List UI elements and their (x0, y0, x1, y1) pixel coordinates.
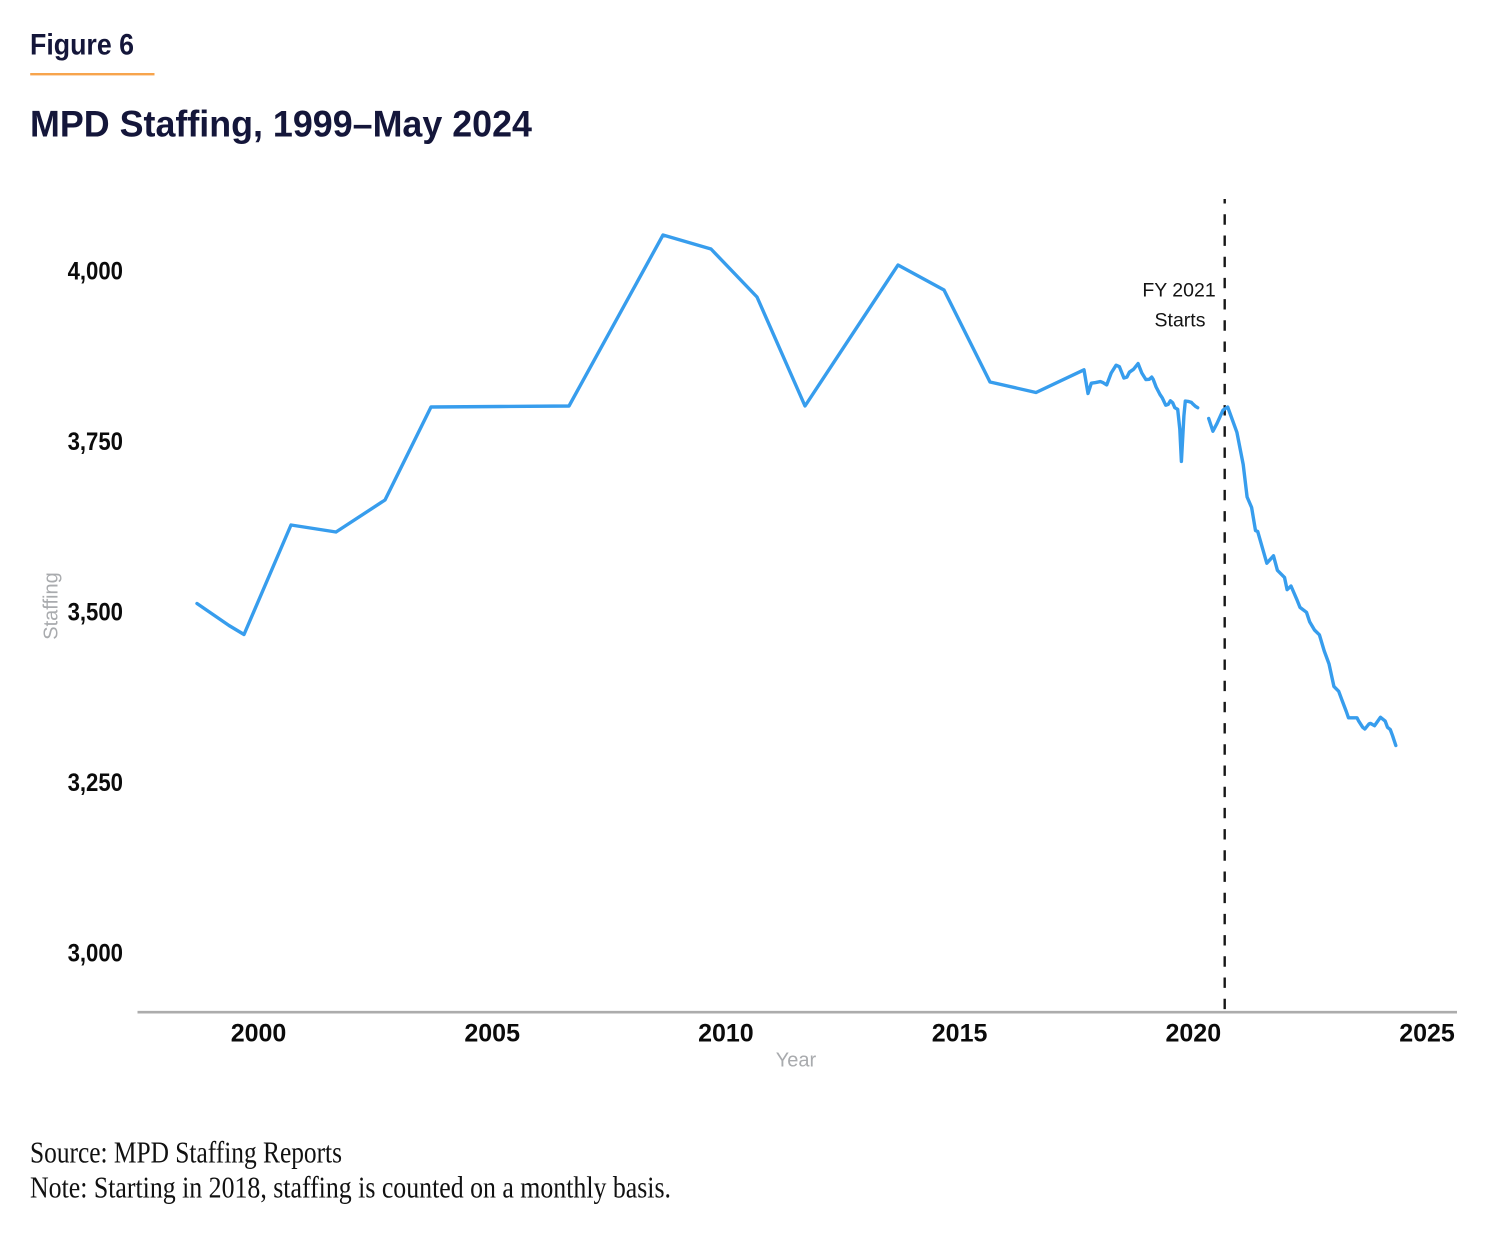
svg-text:2000: 2000 (231, 1020, 287, 1048)
svg-text:2020: 2020 (1165, 1020, 1221, 1048)
svg-text:MPD Staffing, 1999–May 2024: MPD Staffing, 1999–May 2024 (30, 103, 532, 145)
svg-text:FY 2021: FY 2021 (1142, 280, 1215, 302)
svg-text:Figure 6: Figure 6 (30, 28, 134, 61)
svg-text:3,250: 3,250 (68, 769, 123, 797)
svg-text:2010: 2010 (698, 1020, 754, 1048)
svg-text:3,000: 3,000 (68, 940, 123, 968)
svg-text:2005: 2005 (464, 1020, 520, 1048)
svg-text:2025: 2025 (1399, 1020, 1455, 1048)
svg-text:2015: 2015 (932, 1020, 988, 1048)
svg-text:3,500: 3,500 (68, 599, 123, 627)
svg-text:3,750: 3,750 (68, 428, 123, 456)
svg-text:Year: Year (776, 1050, 817, 1072)
svg-text:Source: MPD Staffing Reports: Source: MPD Staffing Reports (30, 1134, 342, 1169)
svg-text:Starts: Starts (1155, 309, 1206, 331)
svg-text:Staffing: Staffing (40, 572, 62, 639)
svg-text:4,000: 4,000 (68, 258, 123, 286)
svg-text:Note: Starting in 2018, staffi: Note: Starting in 2018, staffing is coun… (30, 1170, 671, 1205)
